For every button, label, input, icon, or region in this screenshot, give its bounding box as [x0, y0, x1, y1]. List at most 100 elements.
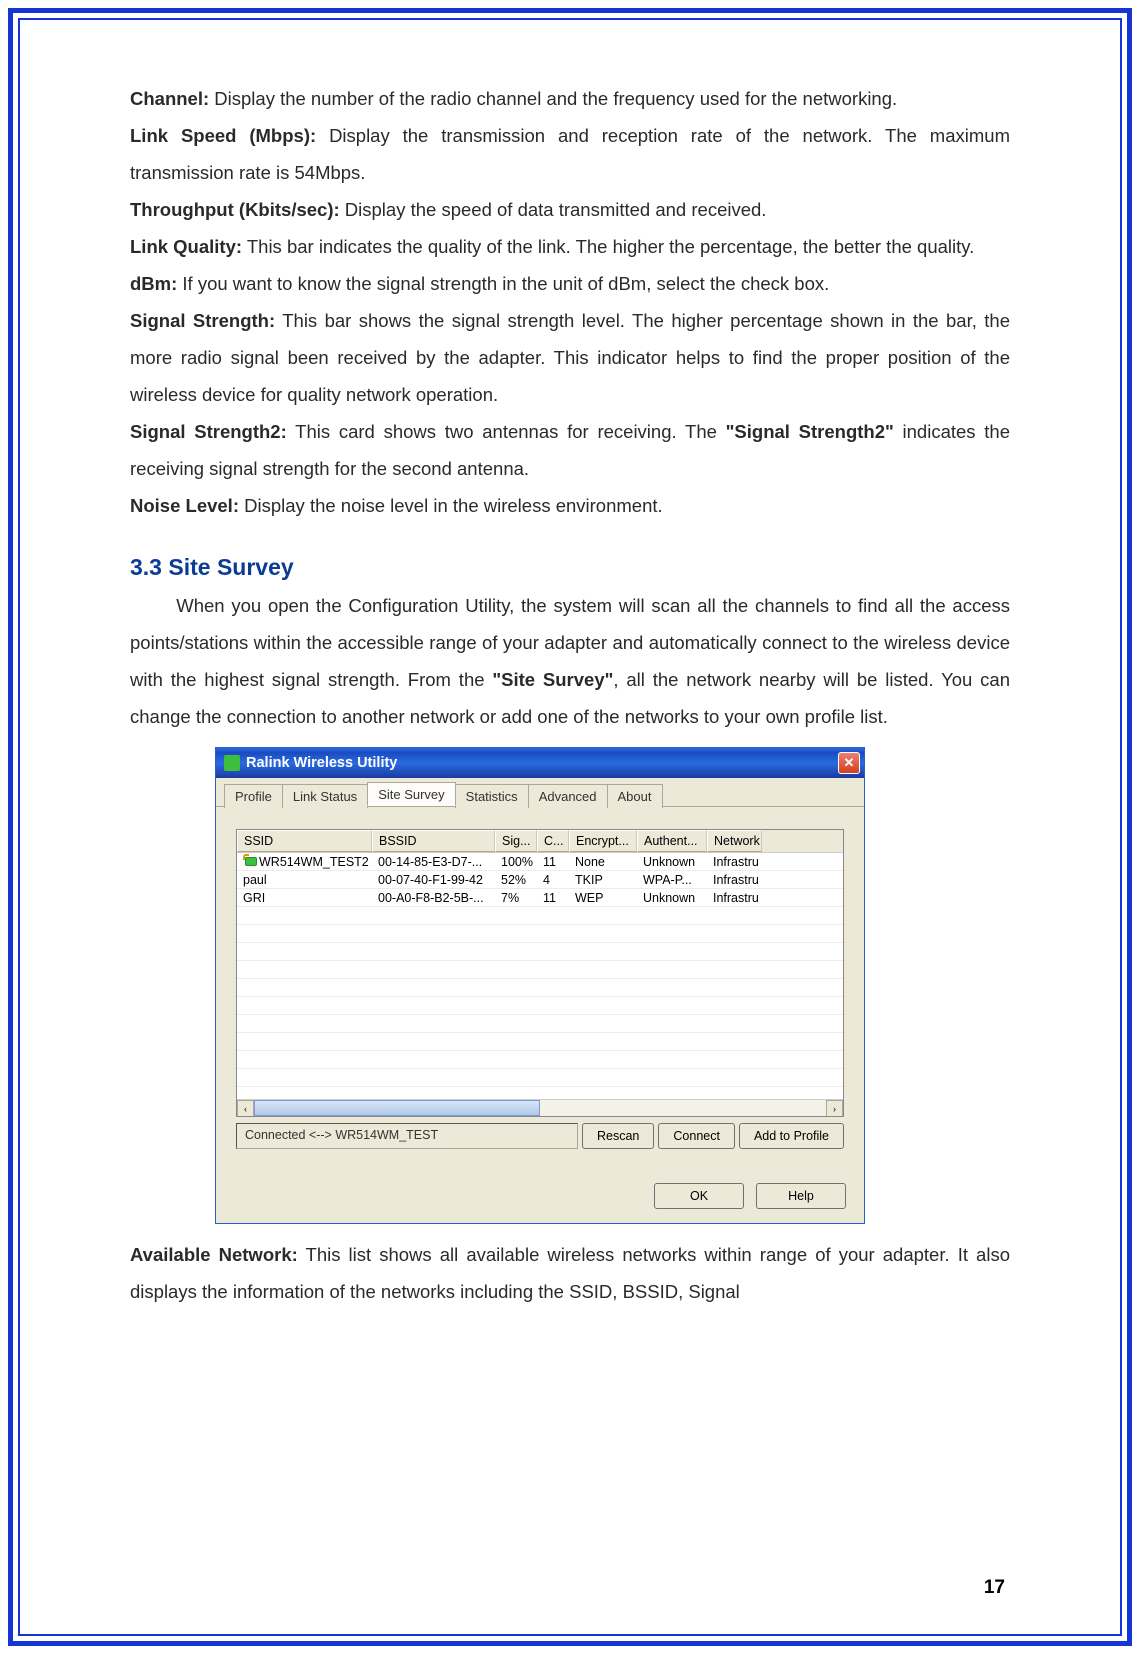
column-header[interactable]: SSID: [237, 830, 372, 852]
table-cell: 52%: [495, 873, 537, 887]
ok-button[interactable]: OK: [654, 1183, 744, 1209]
table-row[interactable]: WR514WM_TEST200-14-85-E3-D7-...100%11Non…: [237, 853, 843, 871]
definition-text: Display the number of the radio channel …: [209, 88, 897, 109]
scroll-thumb[interactable]: [254, 1100, 540, 1116]
close-icon: ✕: [844, 755, 855, 771]
horizontal-scrollbar: ‹ ›: [237, 1099, 843, 1116]
definition-text: Display the speed of data transmitted an…: [340, 199, 767, 220]
definition-item: Signal Strength: This bar shows the sign…: [130, 302, 1010, 413]
table-row-empty[interactable]: [237, 1069, 843, 1087]
definition-term: Throughput (Kbits/sec):: [130, 199, 340, 220]
dialog-buttons: OK Help: [216, 1167, 864, 1223]
table-row-empty[interactable]: [237, 961, 843, 979]
definition-text: If you want to know the signal strength …: [177, 273, 829, 294]
close-button[interactable]: ✕: [838, 752, 860, 774]
definition-item: Noise Level: Display the noise level in …: [130, 487, 1010, 524]
table-cell: 00-14-85-E3-D7-...: [372, 855, 495, 869]
column-header[interactable]: Sig...: [495, 830, 537, 852]
table-cell: Unknown: [637, 891, 707, 905]
table-row-empty[interactable]: [237, 979, 843, 997]
column-header[interactable]: BSSID: [372, 830, 495, 852]
table-cell: 100%: [495, 855, 537, 869]
page-number: 17: [984, 1577, 1005, 1599]
page-content: Channel: Display the number of the radio…: [130, 80, 1010, 1310]
table-cell: WR514WM_TEST2: [237, 854, 372, 869]
definitions-block: Channel: Display the number of the radio…: [130, 80, 1010, 524]
definition-item: Link Speed (Mbps): Display the transmiss…: [130, 117, 1010, 191]
table-row-empty[interactable]: [237, 925, 843, 943]
tab-site-survey[interactable]: Site Survey: [367, 782, 455, 806]
action-row: Connected <--> WR514WM_TEST Rescan Conne…: [236, 1123, 844, 1149]
site-survey-panel: SSIDBSSIDSig...C...Encrypt...Authent...N…: [216, 807, 864, 1167]
definition-item: Channel: Display the number of the radio…: [130, 80, 1010, 117]
definition-term: Signal Strength2:: [130, 421, 287, 442]
utility-window: Ralink Wireless Utility ✕ ProfileLink St…: [215, 747, 865, 1224]
table-cell: TKIP: [569, 873, 637, 887]
definition-item: dBm: If you want to know the signal stre…: [130, 265, 1010, 302]
tab-profile[interactable]: Profile: [224, 784, 283, 808]
table-cell: WEP: [569, 891, 637, 905]
network-list: SSIDBSSIDSig...C...Encrypt...Authent...N…: [236, 829, 844, 1117]
connection-status: Connected <--> WR514WM_TEST: [236, 1123, 578, 1149]
tab-advanced[interactable]: Advanced: [528, 784, 608, 808]
definition-inline-bold: "Signal Strength2": [726, 421, 894, 442]
definition-item: Link Quality: This bar indicates the qua…: [130, 228, 1010, 265]
definition-term: Signal Strength:: [130, 310, 275, 331]
definition-item: Throughput (Kbits/sec): Display the spee…: [130, 191, 1010, 228]
table-cell: Unknown: [637, 855, 707, 869]
connect-button[interactable]: Connect: [658, 1123, 735, 1149]
table-row[interactable]: paul00-07-40-F1-99-4252%4TKIPWPA-P...Inf…: [237, 871, 843, 889]
table-cell: 7%: [495, 891, 537, 905]
add-to-profile-button[interactable]: Add to Profile: [739, 1123, 844, 1149]
app-icon: [224, 755, 240, 771]
definition-term: Noise Level:: [130, 495, 239, 516]
section-title: Site Survey: [168, 554, 293, 580]
definition-term: Link Quality:: [130, 236, 242, 257]
table-cell: Infrastru: [707, 891, 762, 905]
definition-text: This card shows two antennas for receivi…: [287, 421, 726, 442]
table-row-empty[interactable]: [237, 1015, 843, 1033]
column-header[interactable]: Authent...: [637, 830, 707, 852]
definition-term: Link Speed (Mbps):: [130, 125, 316, 146]
scroll-left-button[interactable]: ‹: [237, 1100, 254, 1117]
intro-bold: "Site Survey": [492, 669, 613, 690]
scroll-track[interactable]: [254, 1100, 826, 1116]
tab-statistics[interactable]: Statistics: [455, 784, 529, 808]
help-button[interactable]: Help: [756, 1183, 846, 1209]
rescan-button[interactable]: Rescan: [582, 1123, 654, 1149]
definition-text: Display the noise level in the wireless …: [239, 495, 663, 516]
table-row-empty[interactable]: [237, 907, 843, 925]
column-header[interactable]: Network: [707, 830, 762, 852]
table-row-empty[interactable]: [237, 943, 843, 961]
section-intro: When you open the Configuration Utility,…: [130, 587, 1010, 735]
table-row-empty[interactable]: [237, 1033, 843, 1051]
table-cell: 00-A0-F8-B2-5B-...: [372, 891, 495, 905]
connected-icon: [243, 854, 257, 866]
table-cell: GRI: [237, 891, 372, 905]
table-cell: 00-07-40-F1-99-42: [372, 873, 495, 887]
definition-item: Signal Strength2: This card shows two an…: [130, 413, 1010, 487]
tab-link-status[interactable]: Link Status: [282, 784, 368, 808]
window-title: Ralink Wireless Utility: [246, 755, 397, 771]
tabs-row: ProfileLink StatusSite SurveyStatisticsA…: [216, 778, 864, 807]
section-heading: 3.3 Site Survey: [130, 554, 1010, 581]
column-header[interactable]: C...: [537, 830, 569, 852]
column-header[interactable]: Encrypt...: [569, 830, 637, 852]
table-cell: Infrastru: [707, 873, 762, 887]
table-cell: 11: [537, 855, 569, 869]
table-cell: 4: [537, 873, 569, 887]
list-body: WR514WM_TEST200-14-85-E3-D7-...100%11Non…: [237, 853, 843, 1099]
table-cell: None: [569, 855, 637, 869]
table-row-empty[interactable]: [237, 997, 843, 1015]
definition-term: dBm:: [130, 273, 177, 294]
tab-about[interactable]: About: [607, 784, 663, 808]
table-cell: WPA-P...: [637, 873, 707, 887]
table-row-empty[interactable]: [237, 1051, 843, 1069]
table-row[interactable]: GRI00-A0-F8-B2-5B-...7%11WEPUnknownInfra…: [237, 889, 843, 907]
available-network-term: Available Network:: [130, 1244, 298, 1265]
window-titlebar[interactable]: Ralink Wireless Utility ✕: [216, 748, 864, 778]
section-number: 3.3: [130, 554, 162, 580]
scroll-right-button[interactable]: ›: [826, 1100, 843, 1117]
table-cell: Infrastru: [707, 855, 762, 869]
definition-term: Channel:: [130, 88, 209, 109]
